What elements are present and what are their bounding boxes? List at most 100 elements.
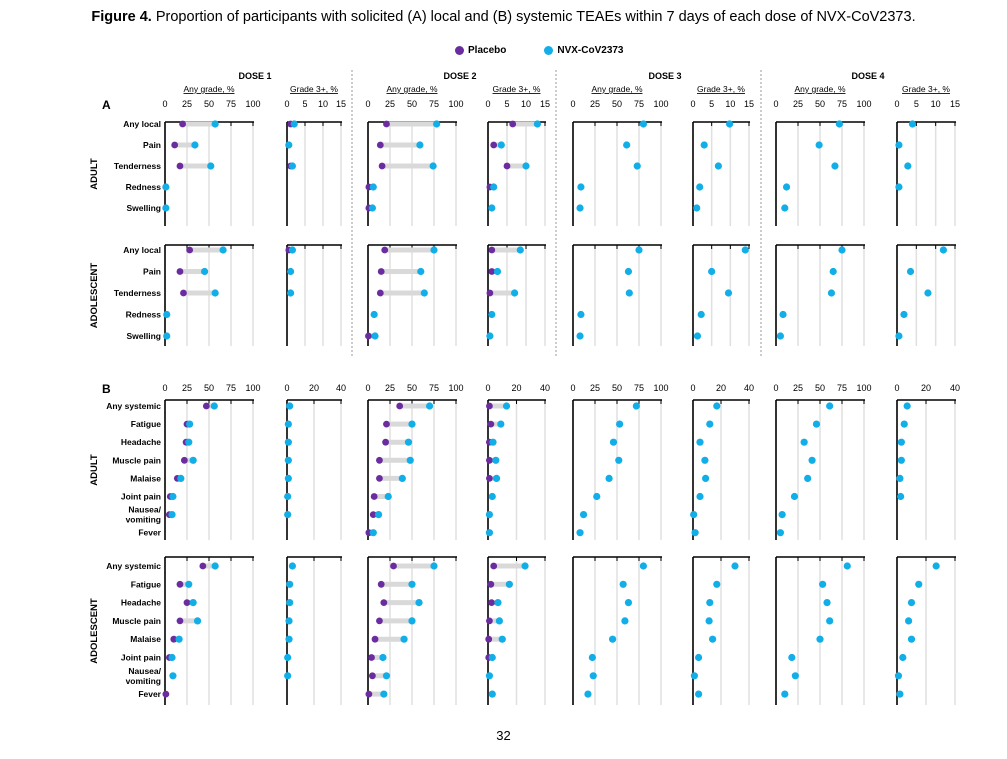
- category-label: Joint pain: [121, 653, 161, 663]
- tick-label: 40: [336, 383, 346, 393]
- nvx-point: [185, 580, 193, 588]
- nvx-point: [690, 672, 699, 680]
- tick-label: 40: [744, 383, 754, 393]
- tick-label: 100: [448, 99, 463, 109]
- placebo-point: [162, 690, 170, 698]
- nvx-point: [697, 310, 705, 319]
- tick-label: 25: [385, 383, 395, 393]
- nvx-point: [609, 438, 618, 446]
- placebo-point: [176, 580, 184, 588]
- tick-label: 20: [511, 383, 521, 393]
- tick-label: 20: [921, 383, 931, 393]
- nvx-point: [695, 653, 703, 662]
- tick-label: 100: [245, 383, 260, 393]
- nvx-point: [429, 162, 437, 170]
- category-label: Nausea/: [128, 666, 161, 676]
- group-label: ADOLESCENT: [89, 263, 100, 329]
- nvx-point: [290, 120, 298, 128]
- nvx-point: [284, 420, 292, 428]
- placebo-point: [381, 246, 389, 254]
- nvx-point: [827, 289, 836, 297]
- tick-label: 25: [182, 99, 192, 109]
- nvx-point: [812, 420, 821, 428]
- placebo-point: [378, 162, 386, 170]
- nvx-point: [819, 580, 827, 588]
- category-label: Any systemic: [106, 401, 161, 411]
- dose-header: DOSE 3: [648, 71, 681, 81]
- placebo-point: [390, 562, 397, 570]
- nvx-point: [286, 580, 294, 588]
- subheader: Any grade, %: [794, 84, 845, 94]
- tick-label: 75: [634, 99, 644, 109]
- nvx-point: [906, 267, 915, 276]
- nvx-point: [576, 204, 584, 212]
- nvx-point: [433, 120, 441, 128]
- tick-label: 15: [950, 99, 960, 109]
- nvx-point: [522, 162, 530, 170]
- placebo-point: [485, 635, 493, 643]
- nvx-point: [488, 690, 496, 698]
- placebo-point: [486, 617, 493, 625]
- nvx-point: [169, 672, 177, 680]
- nvx-point: [577, 183, 585, 191]
- placebo-point: [368, 654, 375, 661]
- placebo-point: [376, 289, 384, 297]
- figure-caption: Figure 4. Proportion of participants wit…: [0, 9, 1007, 25]
- nvx-point: [191, 141, 199, 149]
- tick-label: 5: [914, 99, 919, 109]
- tick-label: 25: [182, 383, 192, 393]
- nvx-point: [725, 120, 734, 128]
- nvx-point: [915, 580, 923, 588]
- placebo-point: [370, 493, 378, 500]
- placebo-point: [377, 268, 385, 275]
- placebo-point: [179, 120, 187, 128]
- nvx-point: [189, 599, 197, 607]
- nvx-point: [368, 204, 376, 212]
- nvx-point: [211, 120, 219, 128]
- tick-label: 0: [690, 99, 695, 109]
- nvx-point: [693, 204, 701, 212]
- nvx-point: [624, 267, 633, 276]
- nvx-point: [708, 267, 716, 276]
- nvx-point: [579, 510, 588, 519]
- nvx-point: [776, 332, 785, 340]
- subheader: Any grade, %: [386, 84, 437, 94]
- nvx-point: [193, 617, 202, 625]
- nvx-point: [369, 529, 377, 537]
- placebo-point: [180, 289, 187, 297]
- placebo-point: [486, 475, 493, 482]
- nvx-point: [724, 289, 733, 297]
- nvx-point: [905, 617, 913, 625]
- nvx-point: [521, 562, 529, 570]
- subheader: Any grade, %: [183, 84, 234, 94]
- nvx-point: [288, 246, 296, 254]
- nvx-point: [714, 162, 722, 170]
- nvx-point: [896, 474, 904, 482]
- tick-label: 10: [318, 99, 328, 109]
- nvx-point: [632, 402, 640, 410]
- placebo-point: [180, 456, 188, 464]
- group-label: ADOLESCENT: [89, 598, 100, 664]
- nvx-point: [416, 141, 424, 149]
- placebo-point: [490, 141, 498, 149]
- nvx-point: [897, 438, 905, 446]
- category-label: Malaise: [130, 473, 161, 483]
- category-label: Muscle pain: [112, 455, 161, 465]
- nvx-point: [162, 183, 170, 191]
- nvx-point: [639, 120, 648, 128]
- tick-label: 100: [856, 99, 871, 109]
- tick-label: 0: [485, 99, 490, 109]
- nvx-point: [189, 456, 197, 464]
- nvx-point: [400, 635, 408, 643]
- nvx-point: [168, 653, 176, 662]
- nvx-point: [895, 141, 903, 149]
- nvx-point: [163, 332, 171, 340]
- nvx-point: [589, 672, 597, 680]
- tick-label: 100: [448, 383, 463, 393]
- category-label: Tenderness: [114, 288, 161, 298]
- placebo-point: [490, 562, 498, 570]
- tick-label: 10: [725, 99, 735, 109]
- nvx-point: [488, 204, 496, 212]
- tick-label: 100: [245, 99, 260, 109]
- nvx-point: [398, 474, 406, 482]
